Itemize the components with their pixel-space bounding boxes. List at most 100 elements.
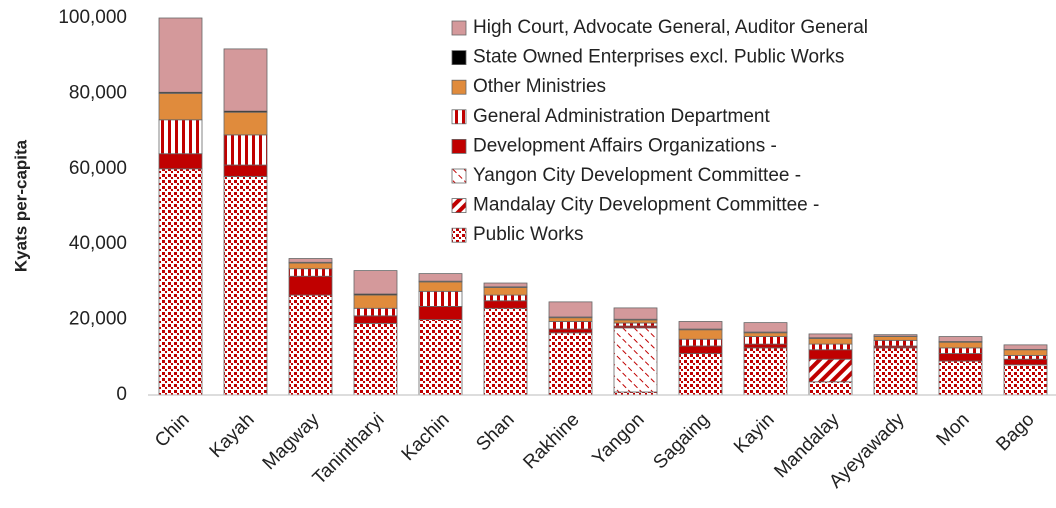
bar-segment xyxy=(483,294,528,302)
bar-segment xyxy=(1003,349,1048,356)
bar-segment xyxy=(808,338,853,345)
bar-segment xyxy=(223,48,268,112)
legend-swatch xyxy=(451,50,467,65)
bar-segment xyxy=(223,111,268,136)
bar-segment xyxy=(158,153,203,170)
legend-label: General Administration Department xyxy=(473,106,770,127)
bar-segment xyxy=(873,334,918,337)
bar-segment xyxy=(483,287,528,296)
bar-segment xyxy=(353,322,398,396)
bar-segment xyxy=(223,175,268,396)
x-tick-label: Yangon xyxy=(588,409,648,469)
y-axis-label: Kyats per-capita xyxy=(11,139,30,272)
bar-segment xyxy=(548,321,593,330)
bar-segment xyxy=(743,322,788,333)
bar-segment xyxy=(158,168,203,396)
x-tick-label: Kayah xyxy=(206,409,259,462)
bar-segment xyxy=(548,301,593,318)
bar-segment xyxy=(353,307,398,317)
legend-label: Other Ministries xyxy=(473,76,606,97)
x-tick-label: Kachin xyxy=(398,409,454,465)
legend-swatch xyxy=(451,227,467,243)
bar-segment xyxy=(223,164,268,177)
y-tick-label: 20,000 xyxy=(69,309,127,330)
bar-segment xyxy=(288,258,333,263)
legend-label: Development Affairs Organizations - xyxy=(473,135,777,156)
bar-segment xyxy=(808,333,853,339)
legend-swatch xyxy=(451,79,467,95)
x-tick-label: Rakhine xyxy=(519,409,583,473)
y-tick-label: 0 xyxy=(116,384,127,405)
bar-segment xyxy=(1003,364,1048,396)
bar-segment xyxy=(743,347,788,396)
bar-segment xyxy=(288,262,333,270)
y-tick-label: 100,000 xyxy=(58,7,127,28)
x-tick-label: Bago xyxy=(992,409,1038,455)
legend-label: High Court, Advocate General, Auditor Ge… xyxy=(473,17,868,38)
bar-segment xyxy=(743,336,788,345)
x-tick-label: Tanintharyi xyxy=(309,409,389,489)
bar-segment xyxy=(483,307,528,396)
bar-segment xyxy=(1003,344,1048,350)
bar-segment xyxy=(548,317,593,322)
bar-segment xyxy=(938,353,983,362)
legend-swatch xyxy=(451,138,467,154)
bar-segment xyxy=(548,332,593,396)
bar-segment xyxy=(873,336,918,341)
y-tick-label: 60,000 xyxy=(69,158,127,179)
bar-segment xyxy=(808,358,853,383)
bar-segment xyxy=(613,327,658,393)
bar-segment xyxy=(418,281,463,292)
bar-segment xyxy=(418,273,463,282)
x-tick-label: Magway xyxy=(259,409,324,474)
bar-segment xyxy=(808,381,853,396)
bar-segment xyxy=(613,319,658,324)
x-tick-label: Chin xyxy=(151,409,193,451)
bar-segment xyxy=(158,119,203,155)
bar-segment xyxy=(938,336,983,342)
bar-segment xyxy=(938,341,983,349)
bar-segment xyxy=(678,329,723,340)
bar-segment xyxy=(483,282,528,288)
bar-segment xyxy=(678,338,723,347)
bar-segment xyxy=(353,270,398,295)
bar-segment xyxy=(353,315,398,324)
bar-segment xyxy=(1003,355,1048,360)
bar-segment xyxy=(288,268,333,277)
bar-segment xyxy=(808,343,853,351)
bar-segment xyxy=(938,347,983,354)
bar-segment xyxy=(158,17,203,93)
bar-segment xyxy=(548,328,593,334)
bar-segment xyxy=(938,360,983,396)
bar-segment xyxy=(288,275,333,296)
legend-swatch xyxy=(451,168,467,184)
bar-segment xyxy=(873,347,918,396)
legend-swatch xyxy=(451,109,467,125)
x-tick-label: Sagaing xyxy=(649,409,713,473)
bar-segment xyxy=(288,294,333,396)
bar-segment xyxy=(873,339,918,347)
bar-segment xyxy=(223,134,268,166)
x-tick-label: Kayin xyxy=(730,409,778,457)
legend-swatch xyxy=(451,20,467,36)
bar-segment xyxy=(158,93,203,121)
x-tick-label: Shan xyxy=(472,409,518,455)
legend-label: Yangon City Development Committee - xyxy=(473,165,801,186)
bar-segment xyxy=(418,290,463,307)
bar-segment xyxy=(743,332,788,337)
bar-segment xyxy=(418,306,463,320)
x-tick-label: Mon xyxy=(933,409,974,450)
bar-segment xyxy=(483,300,528,309)
legend-label: Public Works xyxy=(473,224,584,245)
bar-segment xyxy=(678,321,723,330)
legend-label: Mandalay City Development Committee - xyxy=(473,195,819,216)
bar-segment xyxy=(678,353,723,396)
y-tick-label: 40,000 xyxy=(69,233,127,254)
bar-segment xyxy=(613,307,658,320)
bar-segment xyxy=(743,343,788,349)
bar-segment xyxy=(1003,358,1048,366)
bar-segment xyxy=(418,319,463,396)
y-tick-label: 80,000 xyxy=(69,82,127,103)
bar-segment xyxy=(678,345,723,354)
